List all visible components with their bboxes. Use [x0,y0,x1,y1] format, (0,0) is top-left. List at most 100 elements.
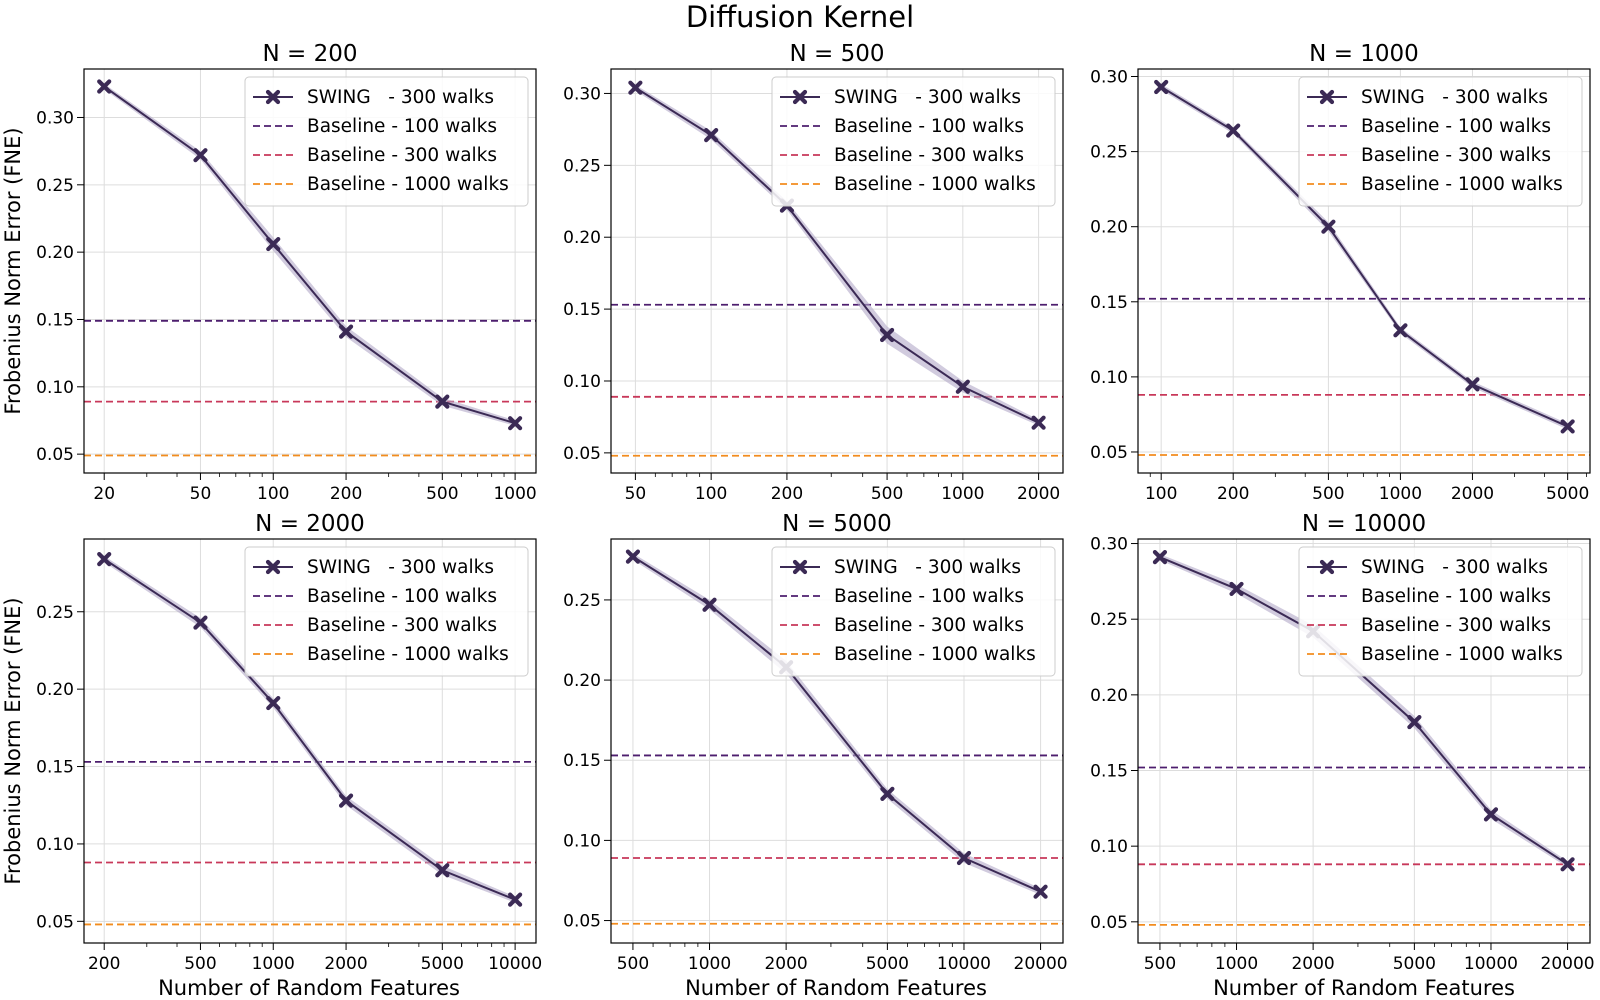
x-tick-label: 500 [1312,484,1344,504]
x-tick-label: 5000 [866,954,909,974]
swing-line [103,558,516,901]
swing-point [435,863,450,878]
legend: SWING - 300 walks Baseline - 100 walks Bas… [244,76,529,207]
legend-marker [265,89,281,105]
y-tick-label: 0.20 [36,243,74,263]
x-axis-label-right: Number of Random Features [1213,976,1515,1000]
legend: SWING - 300 walks Baseline - 100 walks Bas… [1298,546,1583,677]
swing-point [1560,419,1575,434]
legend-box [771,546,1056,677]
x-tick-label: 1000 [1379,484,1422,504]
legend-label: Baseline - 100 walks [307,586,497,607]
x-tick-label: 500 [184,954,216,974]
legend-box [1298,546,1583,677]
x-tick-label: 5000 [421,954,464,974]
swing-line [1159,556,1569,866]
swing-point [193,148,208,163]
y-tick-label: 0.10 [1090,837,1128,857]
subplot-1: 20 50 100 200 500 1000 0.05 0.10 0.15 0.20 0.25 0.3… [36,41,537,504]
x-tick-label: 2000 [764,954,807,974]
legend-label: SWING - 300 walks [307,87,494,108]
legend-label: Baseline - 1000 walks [1361,644,1563,665]
subplot-title: N = 10000 [1302,511,1426,537]
y-tick-label: 0.30 [1090,68,1128,88]
legend-marker [265,559,281,575]
swing-line [634,86,1040,424]
y-tick-label: 0.05 [563,912,601,932]
legend-marker [1319,559,1335,575]
y-tick-label: 0.10 [36,378,74,398]
y-tick-label: 0.20 [563,671,601,691]
y-tick-label: 0.30 [563,84,601,104]
y-tick-label: 0.20 [1090,686,1128,706]
x-tick-label: 100 [1145,484,1177,504]
y-tick-label: 0.20 [1090,218,1128,238]
legend-label: Baseline - 300 walks [834,145,1024,166]
legend-label: Baseline - 1000 walks [1361,174,1563,195]
y-tick-label: 0.15 [563,751,601,771]
plot-frame [83,68,537,474]
x-tick-label: 100 [695,484,727,504]
legend-marker [1319,89,1335,105]
swing-line [1160,86,1569,428]
swing-point [97,79,112,94]
y-tick-label: 0.20 [36,680,74,700]
x-tick-label: 50 [625,484,647,504]
subplot-title: N = 500 [790,41,885,67]
legend-label: Baseline - 1000 walks [834,174,1036,195]
swing-point [628,80,643,95]
legend-label: SWING - 300 walks [307,557,494,578]
y-tick-label: 0.25 [1090,610,1128,630]
swing-point [880,786,895,802]
legend-label: Baseline - 300 walks [307,615,497,636]
swing-point [1033,884,1048,899]
x-tick-label: 2000 [1291,954,1334,974]
plot-frame [1137,68,1591,474]
legend-box [771,76,1056,207]
legend-label: SWING - 300 walks [834,87,1021,108]
y-tick-label: 0.10 [1090,368,1128,388]
x-tick-label: 2000 [1017,484,1060,504]
y-tick-label: 0.20 [563,228,601,248]
legend: SWING - 300 walks Baseline - 100 walks Bas… [244,546,529,677]
legend-label: Baseline - 1000 walks [834,644,1036,665]
y-tick-label: 0.05 [36,445,74,465]
swing-point [435,394,450,409]
subplot-2: 50 100 200 500 1000 2000 0.05 0.10 0.15 0.20 0.25 0… [563,41,1064,504]
x-tick-label: 1000 [1215,954,1258,974]
legend-box [244,546,529,677]
legend-label: Baseline - 100 walks [834,116,1024,137]
subplot-title: N = 1000 [1309,41,1419,67]
y-axis-label-bottom: Frobenius Norm Error (FNE) [1,597,25,884]
y-tick-label: 0.25 [563,156,601,176]
y-tick-label: 0.10 [563,831,601,851]
swing-point [97,552,112,567]
swing-point [193,615,208,630]
x-tick-label: 10000 [1464,954,1518,974]
legend-label: Baseline - 300 walks [307,145,497,166]
swing-point [508,416,523,431]
x-axis-label-middle: Number of Random Features [685,976,987,1000]
swing-point [625,549,641,564]
x-tick-label: 500 [426,484,458,504]
swing-point [266,695,281,711]
y-tick-label: 0.05 [1090,913,1128,933]
swing-point [1483,807,1499,822]
legend-label: Baseline - 1000 walks [307,644,509,665]
y-tick-label: 0.25 [36,176,74,196]
swing-point [702,597,717,612]
x-tick-label: 200 [88,954,120,974]
swing-point [1393,323,1408,338]
y-tick-label: 0.30 [1090,535,1128,555]
legend-label: Baseline - 100 walks [1361,586,1551,607]
x-tick-label: 500 [1144,954,1176,974]
x-tick-label: 2000 [1451,484,1494,504]
legend-label: SWING - 300 walks [834,557,1021,578]
swing-line [632,555,1041,893]
y-tick-label: 0.25 [563,591,601,611]
swing-confidence-band [104,83,516,426]
y-tick-label: 0.15 [36,758,74,778]
subplot-title: N = 5000 [782,511,892,537]
swing-point [1031,415,1046,430]
